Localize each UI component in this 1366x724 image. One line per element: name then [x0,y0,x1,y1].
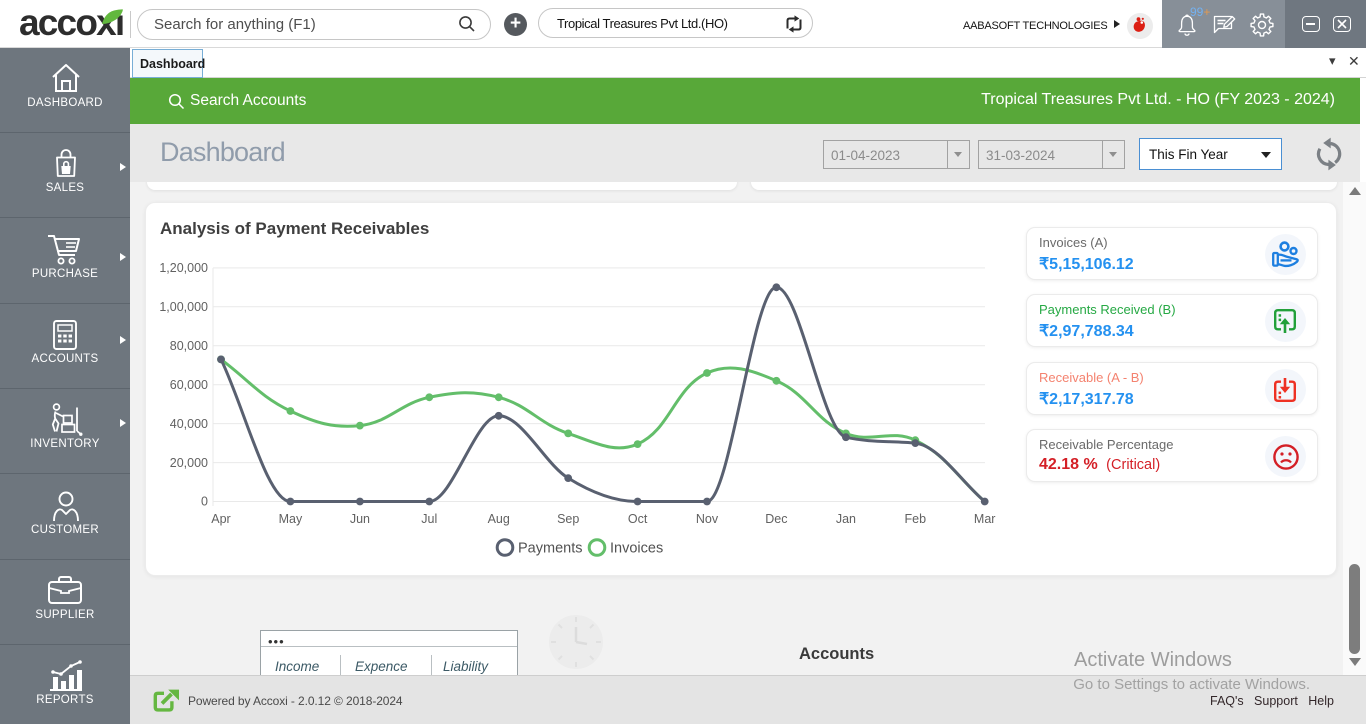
svg-text:Aug: Aug [488,512,510,526]
svg-text:Jun: Jun [350,512,370,526]
svg-text:1,00,000: 1,00,000 [159,300,208,314]
svg-text:40,000: 40,000 [170,417,208,431]
svg-text:80,000: 80,000 [170,339,208,353]
svg-text:Invoices: Invoices [610,541,663,557]
svg-text:Oct: Oct [628,512,648,526]
svg-text:Nov: Nov [696,512,719,526]
svg-text:Payments: Payments [518,541,582,557]
svg-text:Apr: Apr [211,512,230,526]
svg-text:Jan: Jan [836,512,856,526]
svg-text:Sep: Sep [557,512,579,526]
svg-text:Dec: Dec [765,512,787,526]
svg-text:Feb: Feb [905,512,927,526]
svg-text:1,20,000: 1,20,000 [159,261,208,275]
svg-text:20,000: 20,000 [170,456,208,470]
svg-text:0: 0 [201,495,208,509]
svg-text:May: May [279,512,303,526]
svg-text:60,000: 60,000 [170,378,208,392]
svg-text:Jul: Jul [421,512,437,526]
svg-text:Mar: Mar [974,512,996,526]
